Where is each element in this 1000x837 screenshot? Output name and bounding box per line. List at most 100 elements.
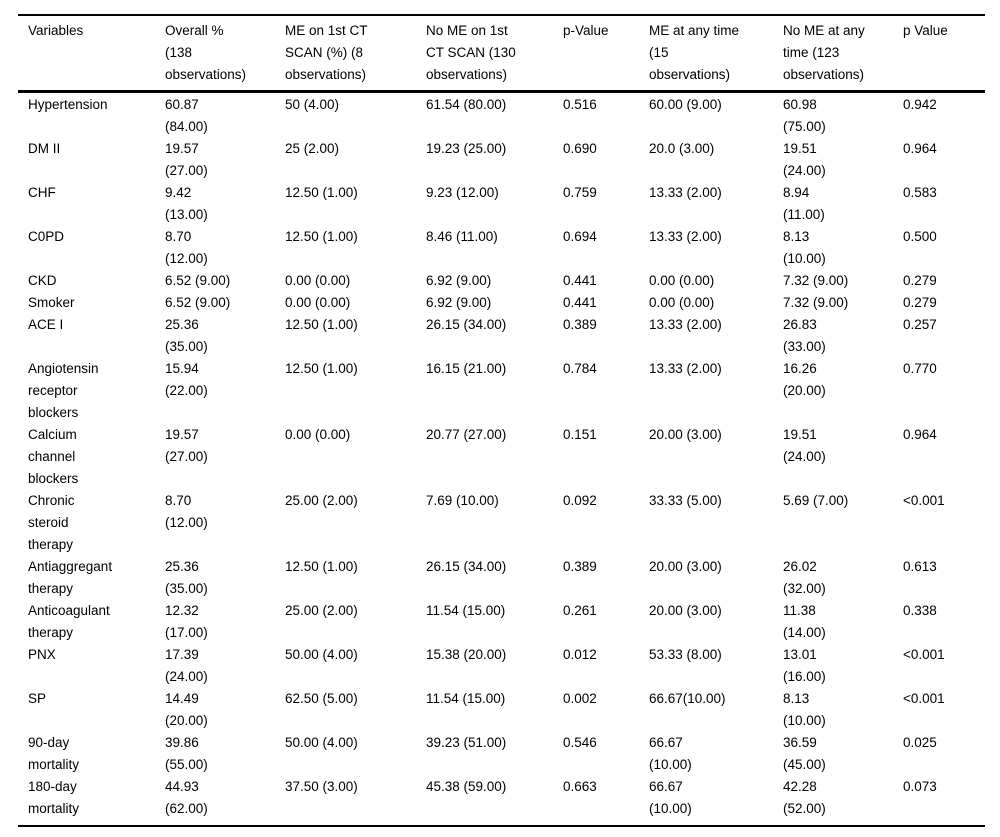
column-header: No ME at any time (123 observations): [783, 15, 903, 93]
value-cell: 36.59 (45.00): [783, 735, 826, 772]
value-cell: 25.00 (2.00): [285, 493, 358, 508]
value-cell: 6.52 (9.00): [165, 273, 231, 288]
value-cell: 0.663: [563, 779, 597, 794]
value-cell: 0.784: [563, 361, 597, 376]
column-header: No ME on 1st CT SCAN (130 observations): [426, 15, 563, 93]
value-cell: 0.073: [903, 779, 937, 794]
value-cell: 0.012: [563, 647, 597, 662]
variable-cell: Hypertension: [28, 97, 108, 112]
value-cell: 20.00 (3.00): [649, 559, 722, 574]
value-cell: 0.279: [903, 295, 937, 310]
value-cell: 33.33 (5.00): [649, 493, 722, 508]
value-cell: 0.694: [563, 229, 597, 244]
table-row: CHF 9.42 (13.00) 12.50 (1.00) 9.23 (12.00) 0…: [18, 182, 985, 226]
value-cell: 0.516: [563, 97, 597, 112]
value-cell: 0.00 (0.00): [285, 295, 351, 310]
value-cell: 0.583: [903, 185, 937, 200]
value-cell: 0.613: [903, 559, 937, 574]
value-cell: 6.92 (9.00): [426, 295, 492, 310]
value-cell: 19.57 (27.00): [165, 141, 208, 178]
value-cell: 8.13 (10.00): [783, 229, 826, 266]
variable-cell: ACE I: [28, 317, 64, 332]
value-cell: 7.32 (9.00): [783, 295, 849, 310]
value-cell: 44.93 (62.00): [165, 779, 208, 816]
value-cell: 0.690: [563, 141, 597, 156]
variable-cell: CHF: [28, 185, 56, 200]
value-cell: 11.54 (15.00): [426, 603, 506, 618]
value-cell: 13.01 (16.00): [783, 647, 826, 684]
variable-cell: Antiaggregant therapy: [28, 559, 113, 596]
value-cell: 0.025: [903, 735, 937, 750]
variable-cell: PNX: [28, 647, 56, 662]
value-cell: 0.770: [903, 361, 937, 376]
value-cell: 26.83 (33.00): [783, 317, 826, 354]
table-row: CKD 6.52 (9.00) 0.00 (0.00) 6.92 (9.00) 0.44…: [18, 270, 985, 292]
value-cell: 16.26 (20.00): [783, 361, 826, 398]
column-header: Variables: [18, 15, 165, 93]
value-cell: 6.52 (9.00): [165, 295, 231, 310]
value-cell: 37.50 (3.00): [285, 779, 358, 794]
variable-cell: 180-day mortality: [28, 779, 80, 816]
value-cell: 13.33 (2.00): [649, 361, 722, 376]
value-cell: 19.57 (27.00): [165, 427, 208, 464]
value-cell: 0.002: [563, 691, 597, 706]
value-cell: 25.00 (2.00): [285, 603, 358, 618]
value-cell: 8.70 (12.00): [165, 229, 208, 266]
value-cell: 8.70 (12.00): [165, 493, 208, 530]
variable-cell: Calcium channel blockers: [28, 427, 79, 486]
value-cell: 20.0 (3.00): [649, 141, 715, 156]
value-cell: 66.67 (10.00): [649, 779, 692, 816]
table-row: Hypertension 60.87 (84.00) 50 (4.00) 61.54 …: [18, 92, 985, 139]
value-cell: 9.23 (12.00): [426, 185, 499, 200]
value-cell: 0.00 (0.00): [285, 427, 351, 442]
value-cell: 6.92 (9.00): [426, 273, 492, 288]
value-cell: 26.15 (34.00): [426, 317, 507, 332]
value-cell: 20.00 (3.00): [649, 603, 722, 618]
value-cell: 0.942: [903, 97, 937, 112]
table-row: Angiotensin receptor blockers 15.94 (22.0…: [18, 358, 985, 424]
table-row: Antiaggregant therapy 25.36 (35.00) 12.50 …: [18, 556, 985, 600]
table-row: 90-day mortality 39.86 (55.00) 50.00 (4.00…: [18, 732, 985, 776]
table-row: ACE I 25.36 (35.00) 12.50 (1.00) 26.15 (34.…: [18, 314, 985, 358]
value-cell: 0.964: [903, 427, 937, 442]
value-cell: 8.13 (10.00): [783, 691, 826, 728]
value-cell: 20.77 (27.00): [426, 427, 507, 442]
value-cell: 60.00 (9.00): [649, 97, 722, 112]
table-row: Anticoagulant therapy 12.32 (17.00) 25.00 …: [18, 600, 985, 644]
value-cell: 25.36 (35.00): [165, 559, 208, 596]
value-cell: 0.00 (0.00): [649, 273, 715, 288]
variable-cell: Smoker: [28, 295, 75, 310]
value-cell: 19.51 (24.00): [783, 141, 826, 178]
value-cell: 60.98 (75.00): [783, 97, 826, 134]
table-row: SP 14.49 (20.00) 62.50 (5.00) 11.54 (15.00)…: [18, 688, 985, 732]
value-cell: 15.94 (22.00): [165, 361, 208, 398]
value-cell: 12.50 (1.00): [285, 361, 358, 376]
column-header: ME on 1st CT SCAN (%) (8 observations): [285, 15, 426, 93]
column-header: Overall % (138 observations): [165, 15, 285, 93]
value-cell: 45.38 (59.00): [426, 779, 507, 794]
column-header: p Value: [903, 15, 985, 93]
value-cell: 19.51 (24.00): [783, 427, 826, 464]
variable-cell: DM II: [28, 141, 61, 156]
variable-cell: Angiotensin receptor blockers: [28, 361, 99, 420]
value-cell: 66.67(10.00): [649, 691, 726, 706]
value-cell: 13.33 (2.00): [649, 229, 722, 244]
variable-cell: Chronic steroid therapy: [28, 493, 75, 552]
results-table: Variables Overall % (138 observations) ME …: [18, 14, 985, 827]
value-cell: 50.00 (4.00): [285, 647, 358, 662]
value-cell: 0.441: [563, 295, 597, 310]
value-cell: <0.001: [903, 691, 945, 706]
value-cell: 0.338: [903, 603, 937, 618]
table-row: PNX 17.39 (24.00) 50.00 (4.00) 15.38 (20.00…: [18, 644, 985, 688]
value-cell: 11.54 (15.00): [426, 691, 506, 706]
value-cell: 20.00 (3.00): [649, 427, 722, 442]
value-cell: 62.50 (5.00): [285, 691, 358, 706]
variable-cell: 90-day mortality: [28, 735, 80, 772]
value-cell: 13.33 (2.00): [649, 317, 722, 332]
table-row: C0PD 8.70 (12.00) 12.50 (1.00) 8.46 (11.00)…: [18, 226, 985, 270]
value-cell: 53.33 (8.00): [649, 647, 722, 662]
value-cell: 7.32 (9.00): [783, 273, 849, 288]
value-cell: 50 (4.00): [285, 97, 340, 112]
value-cell: 9.42 (13.00): [165, 185, 208, 222]
